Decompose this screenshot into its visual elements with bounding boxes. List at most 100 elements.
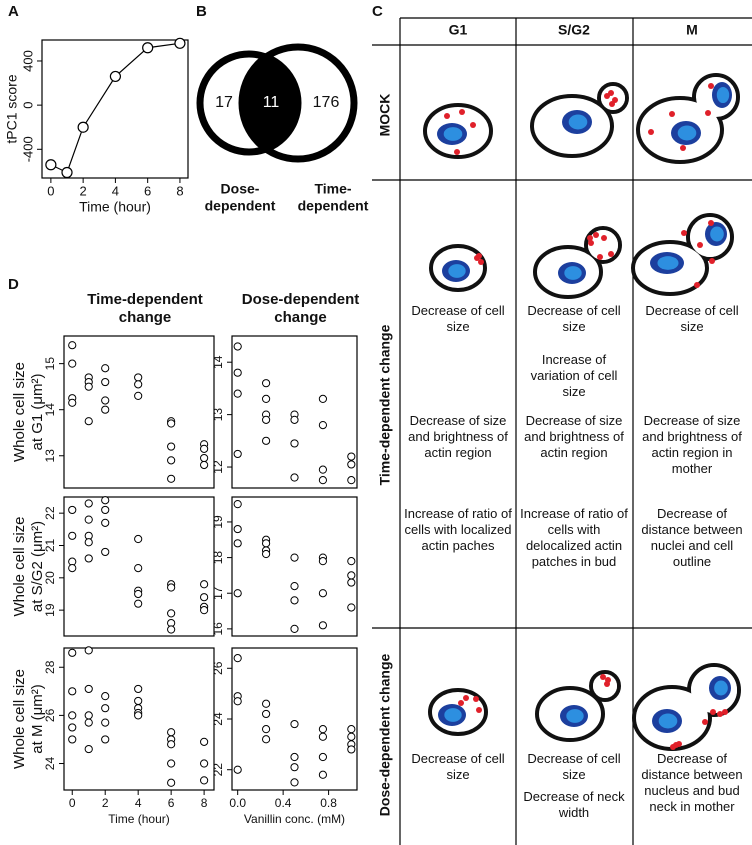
actin-patch	[473, 696, 479, 702]
cell-description: Decrease of cell size	[527, 303, 621, 334]
data-point	[347, 725, 356, 734]
data-point	[290, 553, 299, 562]
data-point	[134, 391, 143, 400]
data-point	[200, 460, 209, 470]
nucleus-core	[448, 264, 466, 278]
y-tick-label: 12	[211, 460, 225, 474]
venn-count: 11	[263, 94, 280, 111]
x-tick-label: 8	[201, 796, 208, 810]
actin-patch	[459, 109, 465, 115]
data-point	[167, 583, 176, 592]
actin-patch	[717, 711, 723, 717]
column-title: Dose-dependent	[242, 291, 360, 308]
data-point	[167, 419, 176, 428]
data-point	[101, 396, 110, 405]
actin-patch	[702, 719, 708, 725]
actin-patch	[705, 110, 711, 116]
column-header: M	[686, 22, 698, 38]
data-point	[84, 499, 93, 508]
panel-label: A	[8, 3, 19, 20]
row-header: MOCK	[377, 94, 393, 137]
nucleus-core	[444, 708, 462, 722]
data-point	[261, 379, 271, 388]
data-point	[233, 342, 242, 351]
actin-patch	[454, 149, 460, 155]
x-tick-label: 6	[144, 183, 151, 198]
data-point	[233, 449, 242, 459]
data-point	[134, 696, 143, 706]
venn-circle	[196, 50, 302, 156]
panel-label: B	[196, 3, 207, 20]
data-point	[101, 518, 110, 527]
data-point	[134, 534, 143, 544]
nucleus-core	[443, 127, 463, 141]
nucleus-core	[714, 680, 728, 696]
y-tick-label: 28	[43, 660, 57, 674]
y-tick-label: 24	[211, 712, 225, 726]
data-point	[134, 373, 143, 382]
actin-patch	[593, 232, 599, 238]
data-point	[84, 382, 93, 391]
venn-set-label: Time-	[314, 181, 351, 197]
data-point	[101, 547, 110, 557]
data-point	[84, 711, 93, 720]
x-tick-label: 2	[102, 796, 109, 810]
nucleus-core	[710, 226, 724, 242]
data-point	[167, 740, 176, 749]
y-tick-label: 22	[211, 763, 225, 777]
y-tick-label: 14	[211, 355, 225, 369]
row-header: Dose-dependent change	[377, 654, 393, 817]
data-point	[68, 648, 77, 657]
y-tick-label: 13	[43, 449, 57, 463]
plot-frame	[41, 39, 189, 179]
y-tick-label: 20	[43, 571, 57, 585]
data-point	[200, 776, 209, 785]
data-point	[200, 580, 209, 589]
cell-description: Decrease of distance between nucleus and…	[641, 751, 743, 814]
data-point	[318, 725, 328, 734]
data-point	[261, 709, 271, 719]
nucleus-core	[568, 114, 588, 130]
x-axis-label: Vanillin conc. (mM)	[244, 812, 345, 826]
data-point	[134, 380, 143, 389]
actin-patch	[722, 709, 728, 715]
data-point	[318, 394, 328, 403]
data-point	[109, 70, 122, 83]
data-point	[68, 723, 77, 732]
cell-description: Increase of variation of cell size	[530, 352, 618, 399]
data-point	[84, 646, 93, 655]
data-point	[101, 704, 110, 713]
cell-description: Decrease of size and brightness of actin…	[408, 413, 508, 460]
actin-patch	[694, 282, 700, 288]
data-point	[233, 654, 242, 663]
data-point	[68, 359, 77, 368]
nucleus-core	[677, 125, 697, 141]
data-point	[318, 621, 328, 630]
data-point	[200, 453, 209, 463]
data-point	[167, 759, 176, 768]
data-point	[84, 538, 93, 547]
nucleus-core	[564, 266, 582, 280]
data-point	[261, 436, 271, 445]
data-point	[233, 539, 242, 548]
data-point	[347, 578, 356, 587]
data-point	[318, 770, 328, 779]
data-point	[68, 711, 77, 720]
y-tick-label: 24	[43, 757, 57, 771]
data-point	[200, 737, 209, 746]
y-tick-label: 400	[20, 50, 35, 72]
data-point	[261, 415, 271, 424]
data-point	[347, 603, 356, 612]
actin-patch	[470, 122, 476, 128]
actin-patch	[604, 681, 610, 687]
actin-patch	[708, 83, 714, 89]
data-point	[347, 452, 356, 461]
data-point	[200, 593, 209, 602]
cell-description: Decrease of cell size	[411, 751, 505, 782]
actin-patch	[587, 235, 593, 241]
data-point	[233, 500, 242, 509]
column-header: G1	[449, 22, 468, 38]
cell-description: Decrease of size and brightness of actin…	[524, 413, 624, 460]
actin-patch	[648, 129, 654, 135]
